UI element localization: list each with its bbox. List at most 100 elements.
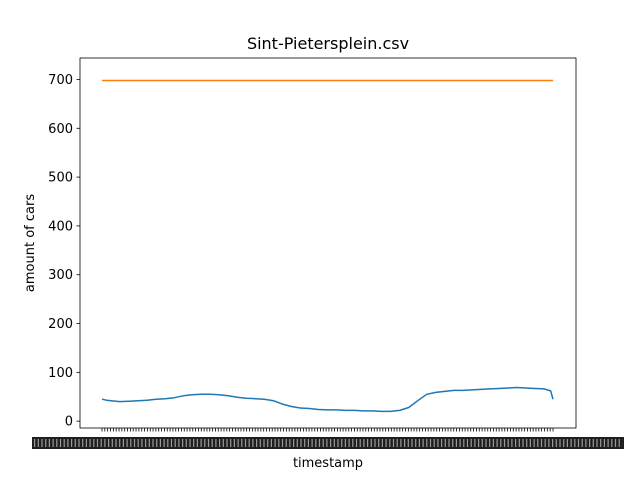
x-tick-label-gap [148,439,150,447]
x-tick-label-gap [78,439,80,447]
x-tick-label-gap [37,439,39,447]
x-tick-label-gap [207,439,210,447]
x-tick-label-gap [611,439,613,447]
x-tick-label-gap [614,439,617,447]
x-tick-label-gap [574,439,576,447]
x-tick-label-gap [344,439,346,447]
x-tick-label-gap [511,439,513,447]
x-tick-label-gap [130,439,132,447]
x-tick-label-gap [389,439,391,447]
x-tick-label-gap [219,439,221,447]
x-tick-label-gap [544,439,546,447]
x-tick-label-gap [385,439,387,447]
x-tick-labels-overlapping [32,437,624,449]
x-tick-label-gap [559,439,561,447]
x-tick-label-gap [341,439,343,447]
x-tick-label-gap [618,439,620,447]
x-tick-label-gap [100,439,102,447]
x-tick-label-gap [289,439,291,447]
x-tick-label-gap [466,439,469,447]
x-tick-label-gap [330,439,332,447]
x-tick-label-gap [415,439,417,447]
series-line-1 [101,386,554,413]
x-tick-label-gap [204,439,206,447]
x-tick-label-gap [300,439,302,447]
x-tick-label-gap [548,439,550,447]
x-tick-label-gap [122,439,124,447]
x-tick-label-gap [182,439,184,447]
x-tick-label-gap [429,439,432,447]
x-tick-label-gap [418,439,420,447]
x-tick-label-gap [193,439,195,447]
x-tick-label-gap [581,439,583,447]
x-tick-label-gap [363,439,365,447]
x-tick-label-gap [603,439,605,447]
y-tick-label: 300 [48,268,73,283]
x-tick-label-gap [355,439,358,447]
x-tick-label-gap [174,439,176,447]
x-tick-label-gap [518,439,520,447]
x-tick-label-gap [500,439,502,447]
x-tick-label-gap [71,439,73,447]
x-tick-label-gap [537,439,539,447]
x-tick-label-gap [45,439,47,447]
x-tick-label-gap [137,439,139,447]
x-tick-label-gap [248,439,250,447]
x-tick-label-gap [304,439,306,447]
x-tick-label-gap [293,439,295,447]
x-tick-label-gap [59,439,62,447]
x-tick-label-gap [433,439,435,447]
x-tick-label-gap [241,439,243,447]
x-tick-label-gap [481,439,483,447]
x-tick-label-gap [108,439,110,447]
x-tick-label-gap [474,439,476,447]
x-tick-label-gap [237,439,239,447]
x-tick-label-gap [163,439,165,447]
x-tick-label-gap [133,439,136,447]
x-tick-label-gap [337,439,339,447]
plot-lines [101,79,554,413]
x-tick-label-gap [178,439,180,447]
x-tick-label-gap [489,439,491,447]
y-tick-label: 500 [48,171,73,186]
x-tick-label-gap [596,439,598,447]
y-tick-label: 0 [65,415,73,430]
x-tick-label-gap [74,439,76,447]
x-tick-label-gap [252,439,254,447]
x-tick-label-gap [230,439,232,447]
x-tick-label-gap [422,439,424,447]
x-tick-label-gap [426,439,428,447]
x-tick-label-gap [411,439,413,447]
x-tick-label-gap [470,439,472,447]
x-tick-label-gap [522,439,524,447]
x-tick-label-gap [311,439,313,447]
x-tick-label-gap [404,439,406,447]
x-tick-label-gap [552,439,554,447]
x-tick-label-gap [270,439,272,447]
x-tick-label-gap [589,439,591,447]
x-tick-label-gap [41,439,43,447]
y-tick-label: 100 [48,366,73,381]
x-tick-label-gap [226,439,228,447]
x-tick-label-gap [89,439,91,447]
x-tick-label-gap [145,439,147,447]
x-tick-label-gap [367,439,369,447]
plot-frame [79,57,577,429]
x-tick-label-gap [496,439,498,447]
y-axis-label: amount of cars [23,194,38,292]
x-tick-label-gap [563,439,565,447]
x-tick-label-gap [281,439,284,447]
x-tick-label-gap [585,439,587,447]
axis-ticks: 0 100 200 300 400 500 600 700 [32,73,624,449]
x-tick-label-gap [259,439,261,447]
x-tick-label-gap [307,439,309,447]
x-tick-label-gaps [34,439,620,447]
x-tick-label-gap [370,439,372,447]
x-tick-label-gap [278,439,280,447]
x-tick-label-gap [156,439,158,447]
x-tick-label-gap [318,439,321,447]
x-tick-label-gap [111,439,113,447]
x-tick-label-gap [392,439,395,447]
x-tick-label-gap [189,439,191,447]
